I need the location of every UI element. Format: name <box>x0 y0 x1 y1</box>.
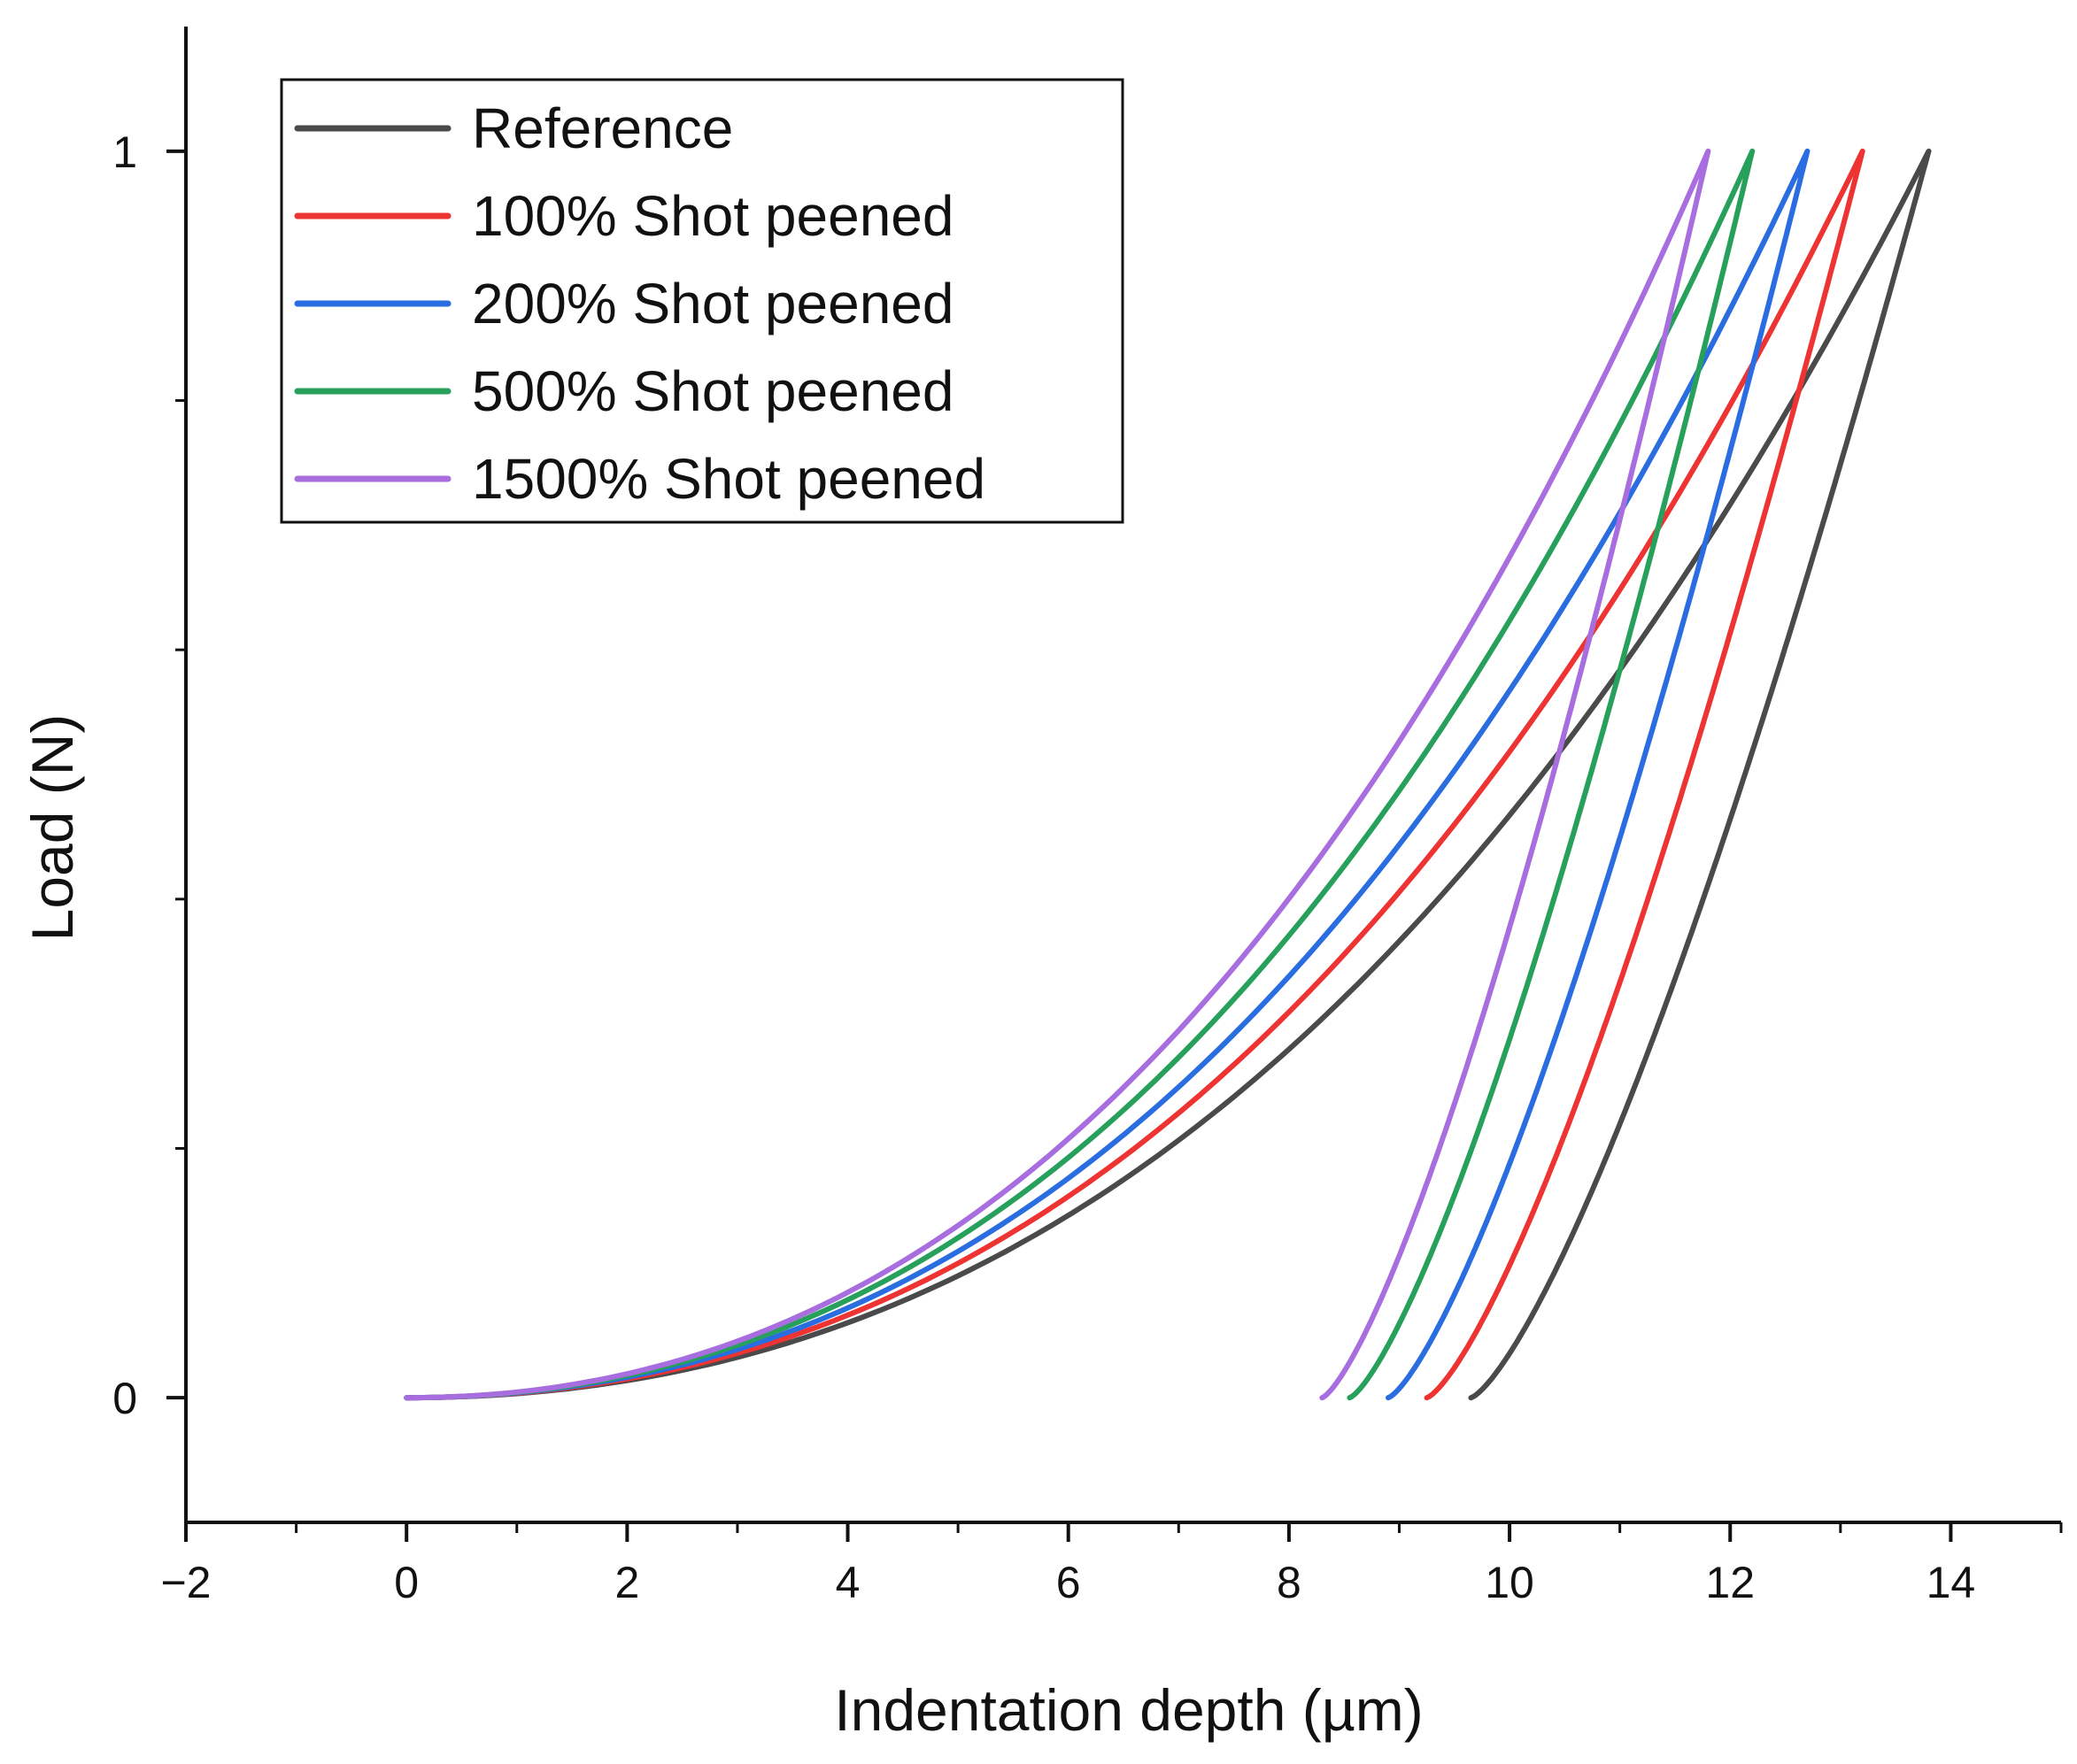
series-line-1 <box>404 148 1932 1401</box>
legend-label-3: 200% Shot peened <box>472 272 954 335</box>
x-tick-label: 2 <box>614 1558 639 1607</box>
legend-label-1: Reference <box>472 96 733 160</box>
series-line-2 <box>404 148 1865 1401</box>
legend-label-2: 100% Shot peened <box>472 184 954 248</box>
curves-layer <box>404 148 1932 1401</box>
y-axis-title: Load (N) <box>19 714 85 942</box>
x-axis-title: Indentation depth (µm) <box>834 1677 1423 1743</box>
x-tick-label: 4 <box>836 1558 861 1607</box>
x-tick-label: 14 <box>1926 1558 1976 1607</box>
y-tick-label: 1 <box>112 127 137 177</box>
axes-layer: −2 0 2 4 6 8 10 12 14 0 1 <box>112 27 2063 1607</box>
y-tick-label: 0 <box>112 1374 137 1423</box>
series-line-5 <box>404 148 1711 1401</box>
legend-box <box>280 78 1124 524</box>
legend: Reference 100% Shot peened 200% Shot peene… <box>280 78 1124 524</box>
x-tick-label: 10 <box>1485 1558 1534 1607</box>
x-tick-label: 12 <box>1705 1558 1755 1607</box>
series-line-4 <box>404 148 1756 1401</box>
x-tick-label: 0 <box>394 1558 419 1607</box>
series-line-3 <box>404 148 1811 1401</box>
x-tick-label: 6 <box>1056 1558 1081 1607</box>
x-tick-label: −2 <box>160 1558 211 1607</box>
legend-label-4: 500% Shot peened <box>472 359 954 423</box>
x-tick-label: 8 <box>1277 1558 1301 1607</box>
legend-label-5: 1500% Shot peened <box>472 447 985 511</box>
